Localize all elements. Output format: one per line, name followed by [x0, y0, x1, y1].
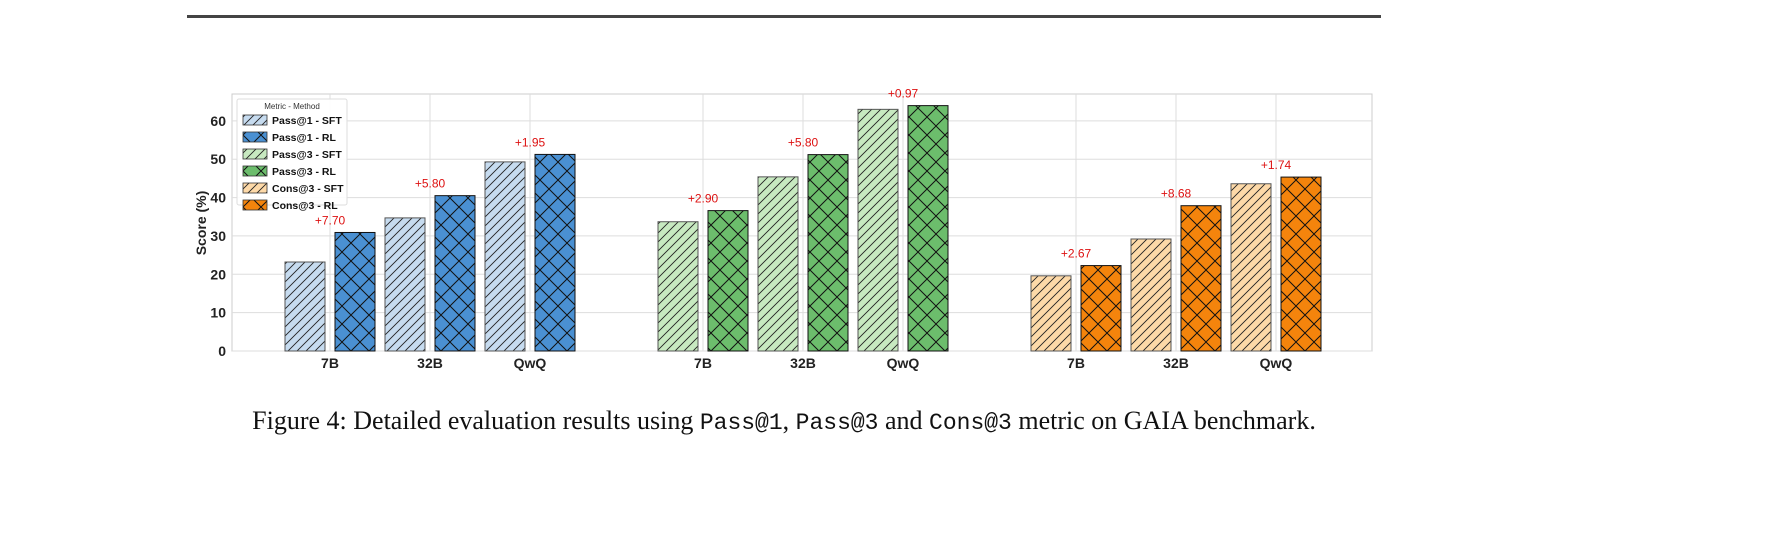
bar-hatch: [1280, 176, 1322, 352]
x-tick-label: 32B: [417, 355, 443, 371]
bar-hatch: [1080, 265, 1122, 352]
bar-hatch: [534, 153, 576, 352]
caption-sep1: ,: [782, 406, 796, 435]
caption-sep2: and: [878, 406, 930, 435]
bar-hatch: [657, 221, 699, 352]
bars: [284, 105, 1322, 352]
caption-suffix: metric on GAIA benchmark.: [1011, 406, 1316, 435]
bar-hatch: [484, 161, 526, 352]
caption-metric-pass1: Pass@1: [699, 410, 783, 436]
x-tick-label: 7B: [1067, 355, 1085, 371]
bar-hatch: [1230, 183, 1272, 352]
bar-hatch: [857, 108, 899, 352]
bar-hatch: [284, 261, 326, 352]
bar-hatch: [707, 210, 749, 352]
legend-swatch-hatch: [242, 148, 268, 160]
x-tick-label: 7B: [694, 355, 712, 371]
delta-annotation: +0.97: [888, 87, 919, 101]
y-tick-label: 50: [210, 151, 226, 167]
bar-hatch: [807, 154, 849, 352]
legend-title: Metric - Method: [264, 102, 320, 111]
legend-entry: Pass@3 - RL: [272, 166, 337, 178]
y-tick-label: 60: [210, 113, 226, 129]
delta-annotation: +1.95: [515, 135, 546, 149]
figure-caption: Figure 4: Detailed evaluation results us…: [0, 406, 1568, 436]
bar-hatch: [1030, 275, 1072, 352]
bar-hatch: [907, 105, 949, 352]
bar-hatch: [1130, 238, 1172, 352]
legend-entry: Cons@3 - SFT: [272, 183, 344, 195]
y-tick-label: 20: [210, 266, 226, 282]
caption-prefix: Figure 4: Detailed evaluation results us…: [252, 406, 700, 435]
y-axis-label: Score (%): [193, 191, 209, 256]
legend-swatch-hatch: [242, 131, 268, 143]
x-tick-label: 7B: [321, 355, 339, 371]
delta-annotation: +5.80: [788, 136, 819, 150]
labels: 0 10 20 30 40 50 60 7B +7.70 32B +5.80 QwQ +1.95 7B +2…: [210, 87, 1292, 371]
x-tick-label: QwQ: [514, 355, 547, 371]
x-tick-label: QwQ: [887, 355, 920, 371]
bar-hatch: [1180, 205, 1222, 352]
legend: Metric - Method Pass@1 - SFT Pass@1 - RL P…: [236, 98, 348, 212]
legend-swatch-hatch: [242, 199, 268, 211]
legend-entry: Cons@3 - RL: [272, 200, 338, 212]
y-tick-label: 0: [218, 343, 226, 359]
delta-annotation: +8.68: [1161, 187, 1192, 201]
caption-metric-pass3: Pass@3: [795, 410, 879, 436]
legend-swatch-hatch: [242, 182, 268, 194]
bar-hatch: [757, 176, 799, 352]
delta-annotation: +1.74: [1261, 158, 1292, 172]
bar-chart: 0 10 20 30 40 50 60 7B +7.70 32B +5.80 QwQ +1.95 7B +2…: [193, 87, 1373, 371]
legend-swatch-hatch: [242, 114, 268, 126]
delta-annotation: +2.90: [688, 192, 719, 206]
delta-annotation: +2.67: [1061, 247, 1092, 261]
x-tick-label: 32B: [790, 355, 816, 371]
bar-hatch: [384, 217, 426, 352]
x-tick-label: QwQ: [1260, 355, 1293, 371]
y-tick-label: 30: [210, 228, 226, 244]
legend-entry: Pass@1 - SFT: [272, 115, 342, 127]
legend-swatch-hatch: [242, 165, 268, 177]
top-rule: [187, 15, 1381, 18]
bar-hatch: [434, 195, 476, 352]
legend-entry: Pass@1 - RL: [272, 132, 337, 144]
caption-metric-cons3: Cons@3: [929, 410, 1012, 436]
legend-entry: Pass@3 - SFT: [272, 149, 342, 161]
x-tick-label: 32B: [1163, 355, 1189, 371]
y-tick-label: 10: [210, 305, 226, 321]
bar-hatch: [334, 231, 376, 352]
delta-annotation: +5.80: [415, 177, 446, 191]
delta-annotation: +7.70: [315, 213, 346, 227]
y-tick-label: 40: [210, 190, 226, 206]
